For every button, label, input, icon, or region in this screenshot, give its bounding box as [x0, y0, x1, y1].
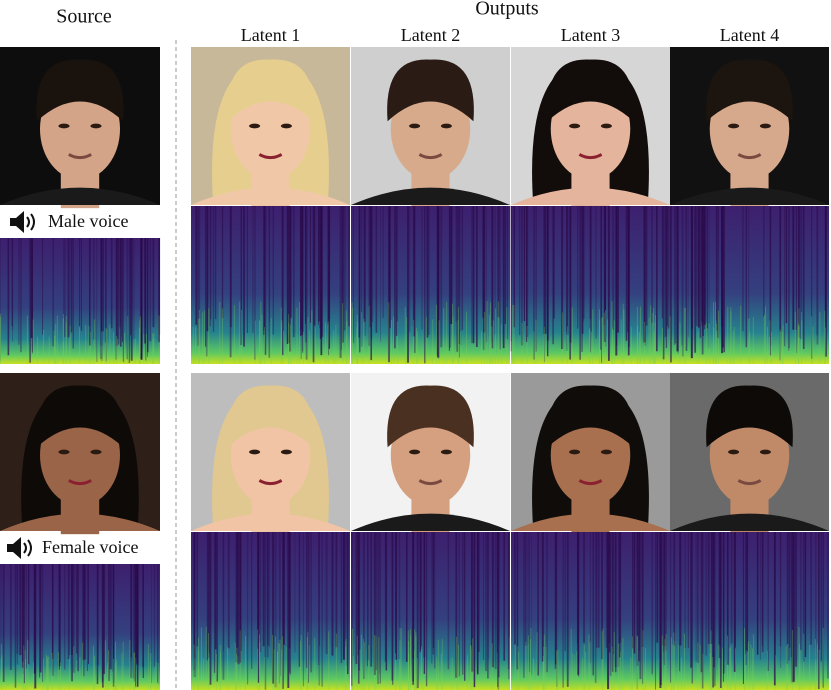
eye — [569, 449, 581, 455]
mouth — [258, 479, 283, 486]
spectrogram — [511, 532, 670, 690]
hair-top — [36, 385, 124, 448]
hair-top — [227, 59, 314, 122]
eye — [409, 123, 421, 129]
face-image — [670, 373, 829, 535]
hair-top — [547, 59, 634, 122]
mouth — [68, 479, 92, 486]
shoulders — [191, 513, 350, 531]
source-title: Source — [56, 6, 112, 28]
hair-top — [706, 385, 793, 448]
mouth — [418, 479, 443, 486]
eye — [58, 449, 70, 455]
eye — [759, 123, 771, 129]
spectrogram — [0, 238, 161, 364]
shoulders — [511, 187, 670, 205]
hair-top — [387, 385, 474, 448]
shoulders — [351, 513, 510, 531]
spectrogram — [351, 206, 510, 364]
outputs-title: Outputs — [475, 0, 539, 20]
speaker-icon — [10, 211, 35, 233]
eye — [569, 123, 581, 129]
mouth — [258, 153, 283, 160]
latent-label: Latent 2 — [401, 25, 460, 45]
eye — [58, 123, 70, 129]
mouth — [578, 153, 603, 160]
face-image — [351, 47, 510, 209]
face-image — [0, 47, 160, 209]
shoulders — [0, 513, 160, 531]
shoulders — [670, 513, 829, 531]
latent-label: Latent 4 — [720, 25, 779, 45]
eye — [249, 449, 261, 455]
spectrogram — [191, 532, 350, 690]
mouth — [737, 153, 762, 160]
voice-label: Male voice — [48, 211, 128, 231]
latent-label: Latent 3 — [561, 25, 620, 45]
spectrogram — [191, 206, 350, 364]
speaker-icon — [7, 537, 32, 559]
mouth — [68, 153, 92, 160]
eye — [440, 123, 452, 129]
eye — [440, 449, 452, 455]
eye — [90, 449, 102, 455]
eye — [249, 123, 261, 129]
face-image — [511, 373, 670, 535]
spectrogram — [0, 564, 160, 690]
eye — [600, 449, 612, 455]
eye — [280, 449, 292, 455]
face-image — [511, 47, 670, 209]
face-image — [191, 47, 350, 209]
face-image — [670, 47, 829, 209]
eye — [600, 123, 612, 129]
face-image — [191, 373, 350, 535]
spectrogram-base — [0, 564, 160, 690]
shoulders — [670, 187, 829, 205]
eye — [90, 123, 102, 129]
shoulders — [191, 187, 350, 205]
mouth — [418, 153, 443, 160]
shoulders — [511, 513, 670, 531]
shoulders — [351, 187, 510, 205]
hair-top — [36, 59, 124, 122]
eye — [409, 449, 421, 455]
spectrogram — [669, 206, 829, 364]
eye — [728, 123, 740, 129]
spectrogram-base — [670, 532, 829, 690]
shoulders — [0, 187, 160, 205]
hair-top — [227, 385, 314, 448]
mouth — [578, 479, 603, 486]
spectrogram-base — [351, 206, 510, 364]
voice-label: Female voice — [42, 537, 138, 557]
hair-top — [387, 59, 474, 122]
spectrogram — [669, 532, 829, 690]
face-image — [351, 373, 510, 535]
face-image — [0, 373, 160, 535]
hair-top — [706, 59, 793, 122]
eye — [759, 449, 771, 455]
spectrogram-base — [191, 206, 350, 364]
hair-top — [547, 385, 634, 448]
mouth — [737, 479, 762, 486]
latent-label: Latent 1 — [241, 25, 300, 45]
spectrogram — [510, 206, 670, 364]
eye — [728, 449, 740, 455]
eye — [280, 123, 292, 129]
spectrogram — [351, 532, 511, 690]
